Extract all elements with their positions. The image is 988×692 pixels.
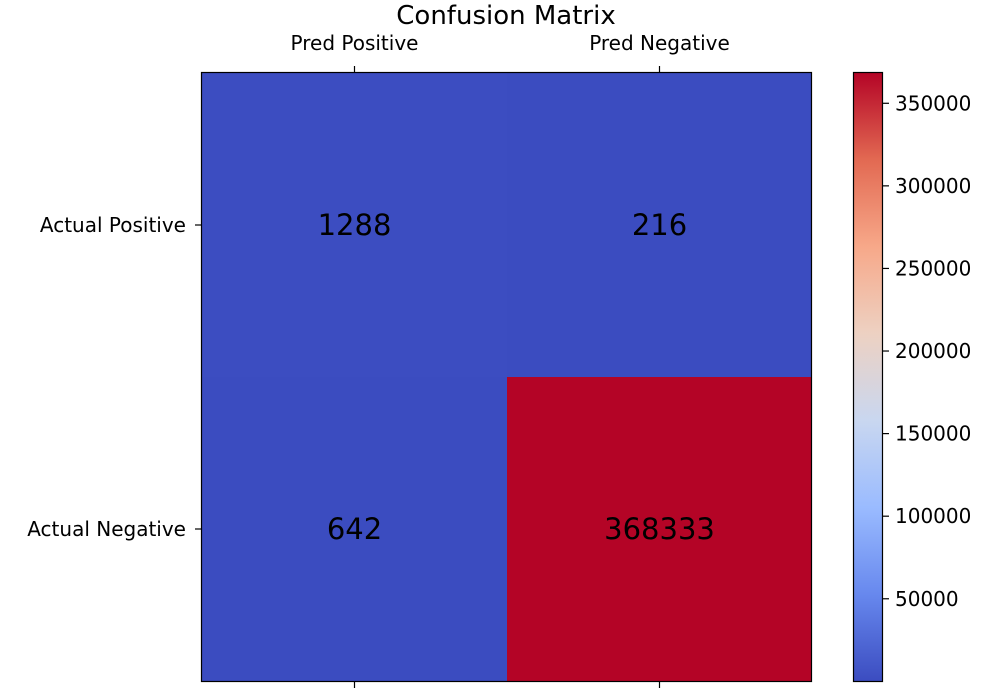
colorbar-tick-label: 200000	[895, 339, 971, 363]
cell-value-label: 642	[327, 512, 382, 546]
colorbar-tick-label: 50000	[895, 587, 959, 611]
heatmap-cell	[507, 377, 812, 681]
y-tick-label: Actual Negative	[27, 517, 186, 541]
colorbar	[852, 71, 884, 683]
y-tick-label: Actual Positive	[40, 213, 186, 237]
heatmap-cell	[507, 73, 812, 377]
colorbar-tick-label: 350000	[895, 91, 971, 115]
heatmap-cell	[202, 377, 507, 681]
heatmap-cells	[202, 73, 812, 681]
cell-value-label: 368333	[604, 512, 715, 546]
heatmap-cell	[202, 73, 507, 377]
colorbar-tick-label: 150000	[895, 422, 971, 446]
colorbar-tick-label: 250000	[895, 256, 971, 280]
colorbar-ticks: 50000 100000 150000 200000 250000 300000 35000…	[882, 91, 971, 611]
cell-value-labels: 1288 216 642 368333	[318, 208, 715, 546]
x-tick-label: Pred Negative	[589, 31, 730, 55]
colorbar-tick-label: 300000	[895, 174, 971, 198]
y-axis-ticks: Actual Positive Actual Negative	[27, 213, 202, 541]
colorbar-tick-label: 100000	[895, 504, 971, 528]
cell-value-label: 1288	[318, 208, 392, 242]
x-tick-label: Pred Positive	[291, 31, 419, 55]
heatmap-frame	[200, 71, 813, 683]
cell-value-label: 216	[632, 208, 687, 242]
x-axis-ticks: Pred Positive Pred Negative	[291, 31, 730, 688]
chart-title: Confusion Matrix	[396, 1, 615, 31]
